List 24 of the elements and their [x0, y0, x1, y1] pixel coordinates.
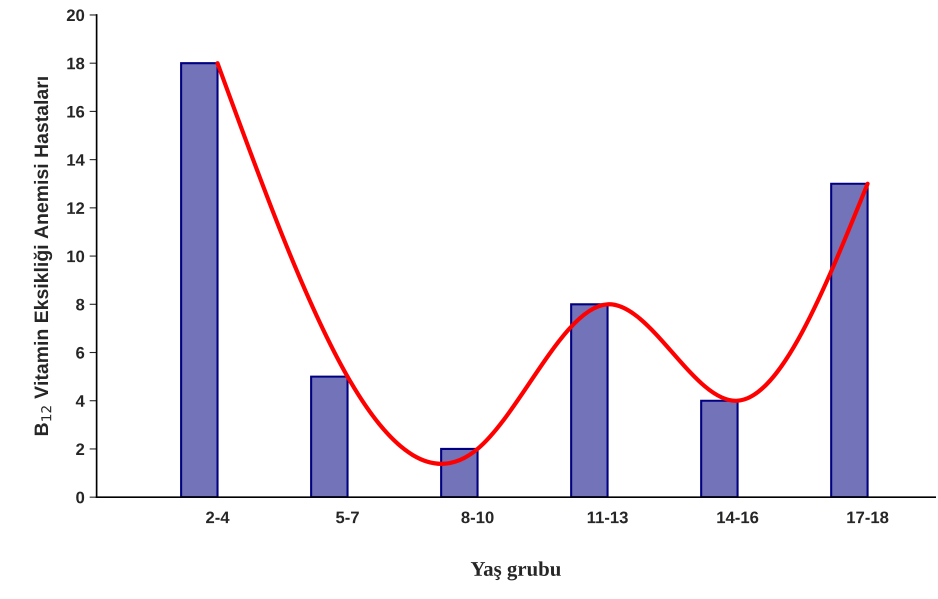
y-tick-label: 12 — [67, 202, 84, 214]
x-tick-label: 2-4 — [206, 512, 230, 524]
y-tick-label: 20 — [66, 9, 84, 22]
x-tick-label: 14-16 — [717, 512, 758, 524]
y-tick-label: 8 — [76, 298, 84, 310]
y-axis-title: B$_{12}$ Vitamin Eksikliği Anemisi Hastaları — [34, 77, 52, 436]
y-tick-label: 0 — [76, 492, 84, 504]
x-axis-title: Yaş grubu — [470, 561, 561, 580]
bar — [310, 376, 349, 498]
y-tick-label: 10 — [67, 250, 84, 262]
y-tick-label: 16 — [67, 106, 84, 118]
y-tick-label: 6 — [76, 346, 84, 359]
bar — [700, 400, 739, 498]
x-tick-label: 5-7 — [336, 512, 359, 524]
bar — [180, 62, 219, 498]
bar — [570, 303, 609, 498]
y-tick-label: 2 — [76, 443, 84, 455]
bar — [830, 182, 869, 498]
y-tick-label: 18 — [67, 58, 84, 70]
y-tick-label: 4 — [76, 395, 85, 407]
x-tick-label: 17-18 — [847, 512, 888, 524]
x-tick-label: 8-10 — [461, 512, 494, 524]
x-tick-label: 11-13 — [588, 512, 628, 524]
y-tick-label: 14 — [67, 154, 85, 166]
